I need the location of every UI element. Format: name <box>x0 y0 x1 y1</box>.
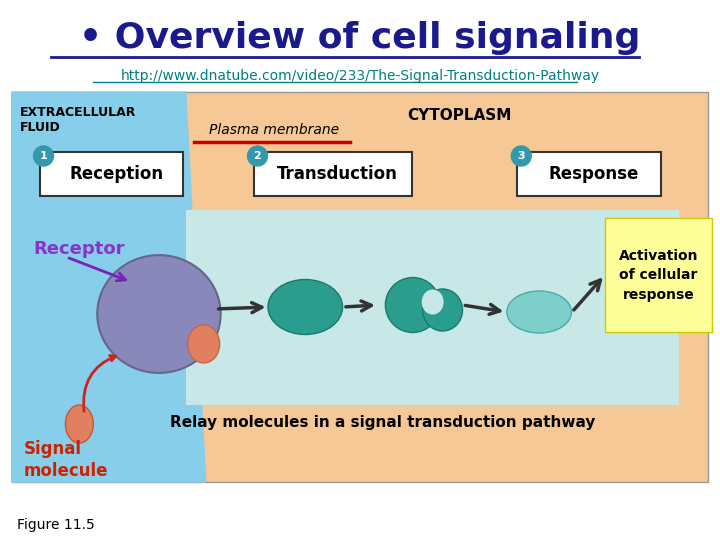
Text: Relay molecules in a signal transduction pathway: Relay molecules in a signal transduction… <box>170 415 595 430</box>
Ellipse shape <box>422 289 444 314</box>
Text: EXTRACELLULAR
FLUID: EXTRACELLULAR FLUID <box>19 106 136 134</box>
Ellipse shape <box>268 280 343 334</box>
Text: 2: 2 <box>253 151 261 161</box>
FancyBboxPatch shape <box>12 92 708 482</box>
Polygon shape <box>12 92 206 482</box>
Ellipse shape <box>97 255 220 373</box>
Text: Transduction: Transduction <box>277 165 398 183</box>
Ellipse shape <box>188 325 220 363</box>
FancyBboxPatch shape <box>253 152 412 196</box>
Text: Plasma membrane: Plasma membrane <box>209 123 339 137</box>
Ellipse shape <box>66 405 94 443</box>
Text: • Overview of cell signaling: • Overview of cell signaling <box>79 21 641 55</box>
Text: 1: 1 <box>40 151 48 161</box>
Text: Reception: Reception <box>69 165 163 183</box>
FancyBboxPatch shape <box>186 210 678 405</box>
Text: http://www.dnatube.com/video/233/The-Signal-Transduction-Pathway: http://www.dnatube.com/video/233/The-Sig… <box>120 69 600 83</box>
Circle shape <box>34 146 53 166</box>
Text: Receptor: Receptor <box>34 240 125 258</box>
Text: Activation
of cellular
response: Activation of cellular response <box>619 248 698 301</box>
FancyBboxPatch shape <box>40 152 183 196</box>
Text: CYTOPLASM: CYTOPLASM <box>408 108 512 123</box>
Ellipse shape <box>385 278 440 333</box>
Circle shape <box>511 146 531 166</box>
FancyBboxPatch shape <box>517 152 660 196</box>
Circle shape <box>248 146 267 166</box>
Text: Signal
molecule: Signal molecule <box>24 440 108 480</box>
Ellipse shape <box>423 289 462 331</box>
Text: Figure 11.5: Figure 11.5 <box>17 518 94 532</box>
Text: 3: 3 <box>518 151 525 161</box>
Text: Response: Response <box>549 165 639 183</box>
FancyBboxPatch shape <box>605 218 712 332</box>
Ellipse shape <box>507 291 572 333</box>
